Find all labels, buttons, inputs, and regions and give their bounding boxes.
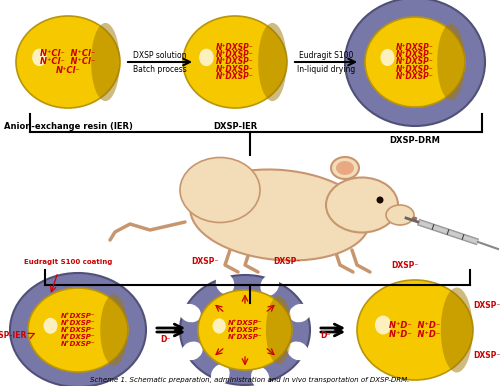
Text: N⁺DXSP⁻: N⁺DXSP⁻ [216, 72, 254, 81]
Text: N⁺D⁻  N⁺D⁻: N⁺D⁻ N⁺D⁻ [390, 322, 440, 330]
Ellipse shape [16, 16, 120, 108]
Text: N⁺DXSP⁻: N⁺DXSP⁻ [60, 313, 96, 320]
Text: N⁺DXSP⁻: N⁺DXSP⁻ [60, 320, 96, 326]
Text: N⁺D⁻  N⁺D⁻: N⁺D⁻ N⁺D⁻ [390, 330, 440, 339]
Text: N⁺DXSP⁻: N⁺DXSP⁻ [228, 327, 262, 333]
Ellipse shape [199, 49, 214, 66]
Text: Scheme 1. Schematic preparation, administration and in vivo transportation of DX: Scheme 1. Schematic preparation, adminis… [90, 377, 409, 383]
Ellipse shape [441, 288, 472, 372]
Ellipse shape [28, 288, 128, 372]
Ellipse shape [336, 161, 354, 175]
Text: N⁺DXSP⁻: N⁺DXSP⁻ [60, 340, 96, 347]
Text: N⁺DXSP⁻: N⁺DXSP⁻ [396, 50, 434, 59]
Ellipse shape [179, 304, 201, 322]
Ellipse shape [100, 294, 128, 366]
Text: N⁺Cl⁻  N⁺Cl⁻: N⁺Cl⁻ N⁺Cl⁻ [40, 49, 96, 58]
Ellipse shape [183, 16, 287, 108]
Ellipse shape [386, 205, 414, 225]
Text: DXSP-IER: DXSP-IER [213, 122, 257, 131]
Text: DXSP⁻: DXSP⁻ [474, 300, 500, 310]
Text: N⁺DXSP⁻: N⁺DXSP⁻ [216, 42, 254, 52]
Ellipse shape [380, 49, 394, 66]
Ellipse shape [326, 178, 398, 232]
Text: N⁺DXSP⁻: N⁺DXSP⁻ [216, 50, 254, 59]
Ellipse shape [376, 196, 384, 203]
Text: Batch process: Batch process [133, 66, 187, 74]
Text: N⁺DXSP⁻: N⁺DXSP⁻ [228, 334, 262, 340]
Text: DXSP⁻: DXSP⁻ [274, 257, 300, 266]
Text: DXSP⁻: DXSP⁻ [392, 261, 418, 269]
Ellipse shape [10, 273, 146, 386]
Ellipse shape [289, 304, 311, 322]
Ellipse shape [182, 342, 203, 360]
Ellipse shape [251, 367, 270, 386]
Text: Eudragit S100: Eudragit S100 [299, 51, 353, 59]
Ellipse shape [212, 318, 226, 334]
Ellipse shape [266, 296, 292, 364]
Text: D⁻: D⁻ [160, 335, 170, 344]
Ellipse shape [365, 17, 465, 107]
Text: N⁺DXSP⁻: N⁺DXSP⁻ [396, 42, 434, 52]
Ellipse shape [288, 342, 308, 360]
Ellipse shape [91, 23, 120, 101]
Ellipse shape [345, 0, 485, 126]
Text: DXSP⁻: DXSP⁻ [192, 257, 218, 266]
Text: N⁺DXSP⁻: N⁺DXSP⁻ [228, 320, 262, 326]
Ellipse shape [32, 49, 46, 66]
Ellipse shape [190, 169, 370, 261]
Text: N⁺DXSP⁻: N⁺DXSP⁻ [60, 334, 96, 340]
Text: DXSP-DRM: DXSP-DRM [390, 136, 440, 145]
Text: N⁺Cl⁻  N⁺Cl⁻: N⁺Cl⁻ N⁺Cl⁻ [40, 58, 96, 66]
Text: Anion-exchange resin (IER): Anion-exchange resin (IER) [4, 122, 132, 131]
Ellipse shape [180, 275, 310, 385]
Text: In-liquid drying: In-liquid drying [297, 66, 355, 74]
Ellipse shape [211, 364, 230, 386]
Ellipse shape [437, 24, 465, 100]
Ellipse shape [258, 23, 286, 101]
Text: N⁺DXSP⁻: N⁺DXSP⁻ [216, 58, 254, 66]
Text: DXSP-IER: DXSP-IER [0, 330, 26, 340]
Text: N⁺DXSP⁻: N⁺DXSP⁻ [396, 58, 434, 66]
Text: N⁺Cl⁻: N⁺Cl⁻ [56, 66, 80, 74]
Text: N⁺DXSP⁻: N⁺DXSP⁻ [396, 65, 434, 74]
Text: Eudragit S100 coating: Eudragit S100 coating [24, 259, 112, 265]
Text: N⁺DXSP⁻: N⁺DXSP⁻ [60, 327, 96, 333]
Text: N⁺DXSP⁻: N⁺DXSP⁻ [216, 65, 254, 74]
Ellipse shape [260, 274, 279, 296]
Ellipse shape [180, 157, 260, 222]
Text: DXSP solution: DXSP solution [133, 51, 187, 59]
Ellipse shape [331, 157, 359, 179]
Ellipse shape [198, 290, 292, 370]
Text: D⁻: D⁻ [320, 330, 330, 340]
Ellipse shape [357, 280, 473, 380]
Text: DXSP⁻: DXSP⁻ [474, 350, 500, 359]
Ellipse shape [375, 315, 391, 335]
Text: N⁺DXSP⁻: N⁺DXSP⁻ [396, 72, 434, 81]
Ellipse shape [44, 318, 58, 334]
Ellipse shape [216, 273, 234, 294]
